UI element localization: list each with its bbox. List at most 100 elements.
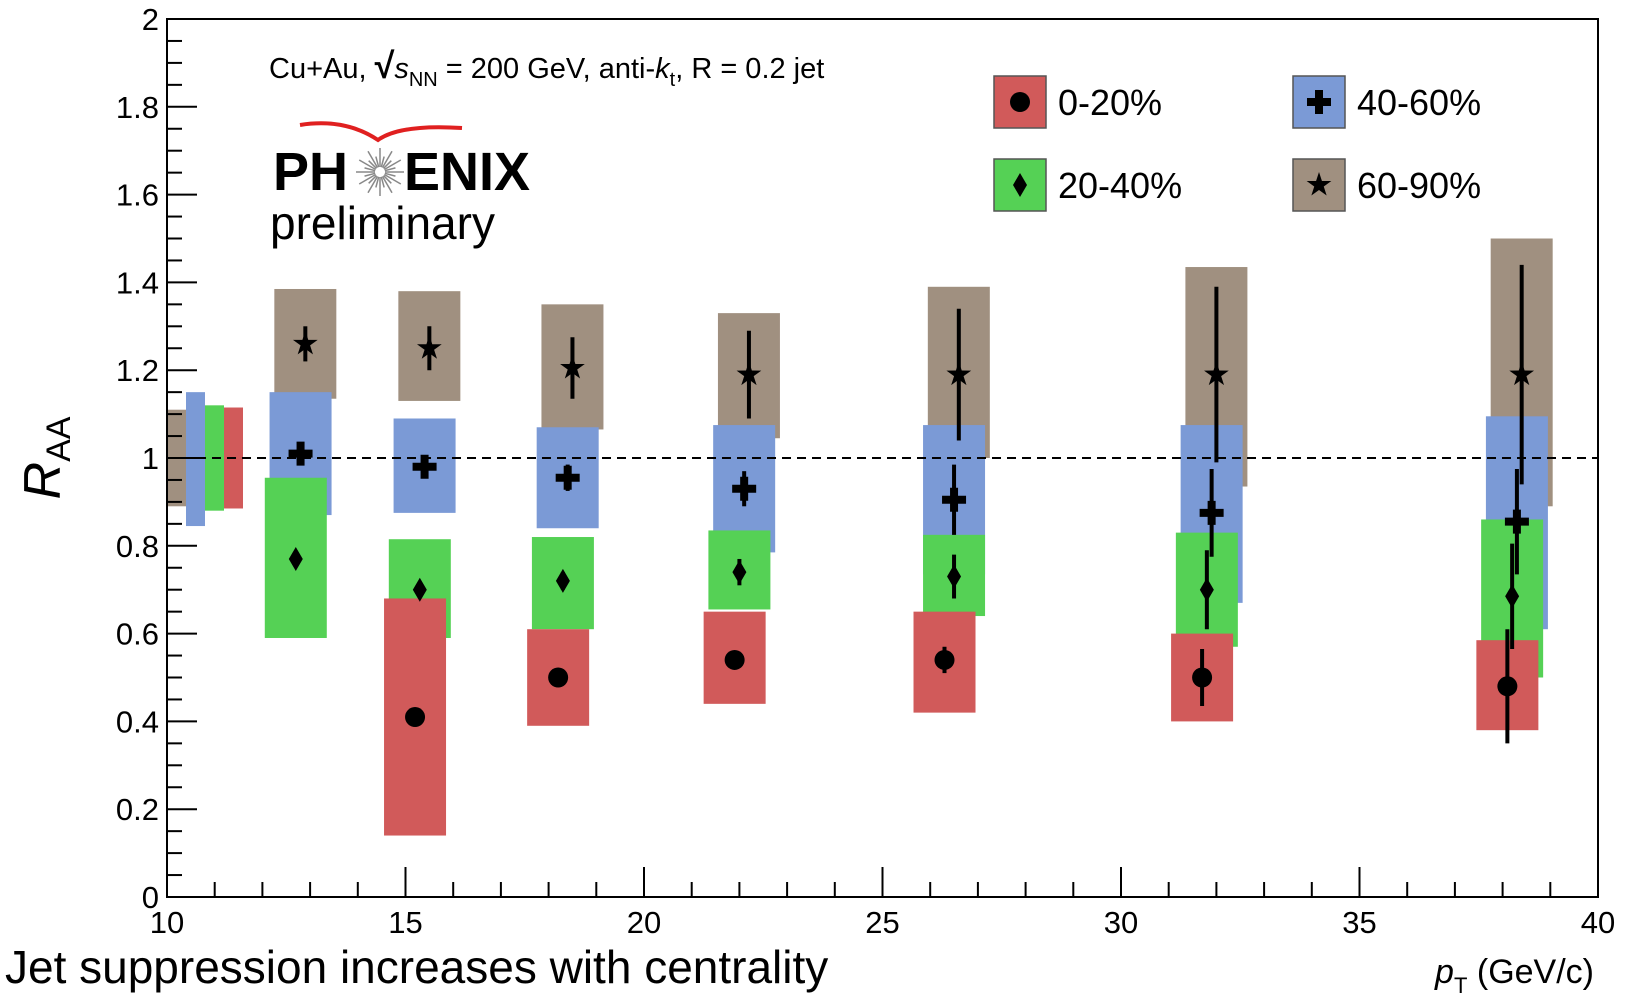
data-point <box>416 335 442 359</box>
data-point <box>1192 667 1213 688</box>
legend-label: 40-60% <box>1357 82 1481 123</box>
logo-ray <box>380 176 385 188</box>
logo-ray <box>368 175 377 184</box>
data-point <box>946 361 972 386</box>
data-point <box>942 487 967 512</box>
logo-ray <box>380 156 385 168</box>
data-point <box>1199 577 1214 602</box>
logo-ray <box>364 167 376 172</box>
data-point <box>288 546 303 571</box>
x-axis-label: pT (GeV/c) <box>1434 953 1594 998</box>
data-point <box>732 560 747 585</box>
data-point <box>1497 676 1518 697</box>
logo-sun <box>356 148 404 196</box>
legend-label: 20-40% <box>1058 165 1182 206</box>
y-tick-label: 0.8 <box>116 529 159 564</box>
data-point <box>1199 500 1224 525</box>
annotation-text: √ <box>375 45 395 86</box>
annotation-text: t <box>670 69 676 91</box>
y-tick-label: 1.4 <box>116 265 159 300</box>
logo-ray <box>383 175 392 184</box>
data-point <box>947 564 962 589</box>
logo-ray <box>375 176 380 188</box>
x-axis-label-text: (GeV/c) <box>1467 953 1594 991</box>
y-tick-label: 0.6 <box>116 617 159 652</box>
logo-ray <box>383 160 392 169</box>
y-axis-label: RAA <box>14 416 78 499</box>
y-tick-label: 2 <box>142 2 159 37</box>
data-point <box>1505 584 1520 609</box>
legend-swatch <box>993 158 1047 212</box>
data-point <box>1509 361 1535 386</box>
data-point <box>724 649 745 670</box>
x-tick-label: 25 <box>865 905 899 940</box>
x-tick-label: 40 <box>1581 905 1615 940</box>
data-point <box>1504 509 1529 534</box>
logo-ray <box>367 175 379 194</box>
logo-ray <box>383 159 402 171</box>
data-point <box>412 577 427 602</box>
logo-ray <box>367 150 379 169</box>
annotation-text: NN <box>409 69 438 91</box>
annotation: Cu+Au, √sNN = 200 GeV, anti-kt, R = 0.2 … <box>269 45 824 91</box>
y-axis-label-text: R <box>14 462 72 500</box>
logo-ray <box>381 150 393 169</box>
data-point <box>405 707 426 728</box>
x-axis-label-text: T <box>1454 973 1467 998</box>
logo-ray <box>364 172 376 177</box>
data-point <box>288 441 313 466</box>
legend-marker <box>1010 92 1030 112</box>
logo-ray <box>384 172 396 177</box>
legend: 0-20% 20-40% 40-60% 60-90% <box>993 75 1481 212</box>
x-axis-label-text: p <box>1434 953 1454 991</box>
x-tick-label: 30 <box>1104 905 1138 940</box>
y-tick-label: 0 <box>142 880 159 915</box>
data-point <box>560 355 585 379</box>
status-label: preliminary <box>270 197 495 249</box>
logo-ray <box>375 156 380 168</box>
y-axis-label-text: AA <box>40 416 78 462</box>
data-point <box>736 361 762 386</box>
data-point <box>555 568 570 593</box>
legend-marker <box>1306 172 1332 196</box>
legend-marker <box>1013 173 1027 197</box>
logo-ray <box>368 160 377 169</box>
data-point <box>548 667 569 688</box>
legend-label: 60-90% <box>1357 165 1481 206</box>
y-tick-label: 1.6 <box>116 178 159 213</box>
logo-text: PH <box>273 142 348 202</box>
caption: Jet suppression increases with centralit… <box>5 941 828 993</box>
annotation-text: = 200 GeV, anti- <box>438 53 655 85</box>
x-tick-label: 15 <box>388 905 422 940</box>
y-tick-label: 1 <box>142 441 159 476</box>
y-tick-label: 1.2 <box>116 353 159 388</box>
x-tick-label: 20 <box>627 905 661 940</box>
data-point <box>732 476 757 501</box>
data-point <box>412 454 437 479</box>
logo-ray <box>383 173 402 185</box>
normalization-box <box>186 392 205 527</box>
logo-text: ENIX <box>404 142 530 202</box>
logo-ray <box>381 175 393 194</box>
data-point <box>292 330 318 355</box>
data-point <box>934 649 955 670</box>
plot-area: 0 0.2 0.4 0.6 0.8 1 1.2 1.4 1.6 1.8 2 10 15 20 25 30 35 4… <box>116 2 1615 940</box>
y-tick-label: 1.8 <box>116 90 159 125</box>
annotation-text: k <box>655 53 671 85</box>
data-point <box>555 465 580 490</box>
legend-label: 0-20% <box>1058 82 1162 123</box>
logo-ray <box>384 167 396 172</box>
x-tick-label: 35 <box>1342 905 1376 940</box>
logo-ray <box>358 159 377 171</box>
logo-ray <box>358 173 377 185</box>
x-tick-label: 10 <box>150 905 184 940</box>
y-tick-label: 0.4 <box>116 704 159 739</box>
annotation-text: Cu+Au, <box>269 53 375 85</box>
annotation-text: s <box>394 53 409 85</box>
logo-swoosh <box>299 121 463 143</box>
annotation-text: , R = 0.2 jet <box>675 53 824 85</box>
data-point <box>1204 361 1229 386</box>
y-tick-label: 0.2 <box>116 792 159 827</box>
